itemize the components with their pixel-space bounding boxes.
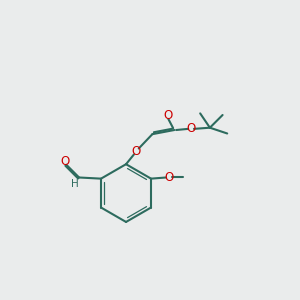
Text: H: H bbox=[70, 179, 78, 189]
Text: O: O bbox=[164, 170, 174, 184]
Text: O: O bbox=[131, 145, 140, 158]
Text: O: O bbox=[163, 109, 172, 122]
Text: O: O bbox=[186, 122, 196, 135]
Text: O: O bbox=[61, 155, 70, 168]
